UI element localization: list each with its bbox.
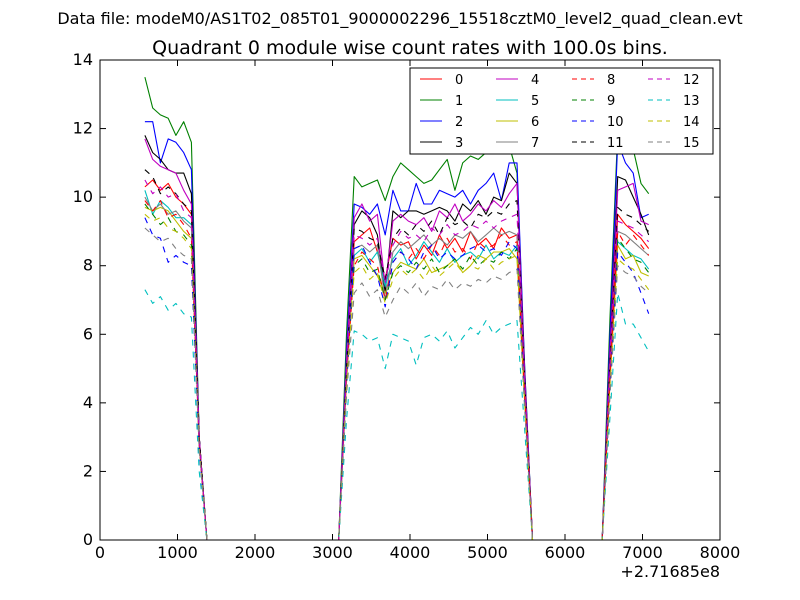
- x-tick-label: 1000: [157, 543, 198, 562]
- x-tick-label: 5000: [467, 543, 508, 562]
- legend-label-5: 5: [531, 94, 539, 109]
- y-tick-label: 14: [73, 50, 93, 69]
- y-tick-label: 4: [83, 393, 93, 412]
- x-tick-label: 0: [95, 543, 105, 562]
- legend-label-0: 0: [455, 73, 463, 88]
- x-tick-label: 6000: [545, 543, 586, 562]
- y-tick-label: 6: [83, 324, 93, 343]
- ticks-layer: 0 1000 2000 3000 4000 5000 6000 7000 80000246810…: [73, 50, 741, 562]
- legend-label-8: 8: [607, 73, 615, 88]
- legend-label-11: 11: [607, 136, 624, 151]
- legend-label-10: 10: [607, 115, 624, 130]
- x-tick-label: 7000: [622, 543, 663, 562]
- legend-label-15: 15: [683, 136, 700, 151]
- x-tick-label: 2000: [235, 543, 276, 562]
- legend-label-1: 1: [455, 94, 463, 109]
- series-line-15: [144, 227, 650, 541]
- x-tick-label: 3000: [312, 543, 353, 562]
- y-tick-label: 2: [83, 461, 93, 480]
- y-tick-label: 12: [73, 119, 93, 138]
- x-offset-label: +2.71685e8: [620, 562, 720, 581]
- legend-label-9: 9: [607, 94, 615, 109]
- legend-label-13: 13: [683, 94, 700, 109]
- chart-title: Quadrant 0 module wise count rates with …: [152, 37, 668, 59]
- x-tick-label: 8000: [700, 543, 741, 562]
- series-line-10: [144, 217, 650, 541]
- legend-label-6: 6: [531, 115, 539, 130]
- legend-label-4: 4: [531, 73, 539, 88]
- legend-label-12: 12: [683, 73, 700, 88]
- legend-label-14: 14: [683, 115, 700, 130]
- y-tick-label: 10: [73, 187, 93, 206]
- legend-label-7: 7: [531, 136, 539, 151]
- legend-label-3: 3: [455, 136, 463, 151]
- y-tick-label: 8: [83, 256, 93, 275]
- legend-label-2: 2: [455, 115, 463, 130]
- y-tick-label: 0: [83, 530, 93, 549]
- legend-frame: [409, 67, 714, 155]
- chart-suptitle: Data file: modeM0/AS1T02_085T01_90000022…: [57, 9, 742, 29]
- x-tick-label: 4000: [390, 543, 431, 562]
